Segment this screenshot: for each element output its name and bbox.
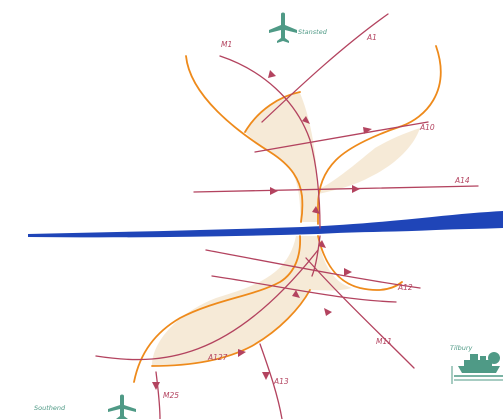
- road-a12-b: [211, 275, 397, 303]
- corridor-edge-lower-right: [317, 235, 403, 291]
- route-label-bottom-center: A13: [273, 377, 289, 386]
- road-arrow: [270, 187, 278, 195]
- place-label-port: Tilbury: [450, 344, 473, 352]
- road-m11: [305, 257, 415, 369]
- corridor-edge-upper-right: [317, 45, 442, 225]
- place-label-bottom-airport: Southend: [34, 404, 66, 412]
- road-arrow: [324, 308, 332, 316]
- place-label-top-airport: Stansted: [298, 28, 328, 36]
- road-arrow: [312, 206, 320, 214]
- road-a10: [254, 121, 429, 153]
- road-m1: [219, 55, 321, 229]
- road-arrow: [352, 185, 360, 193]
- road-a12: [205, 249, 421, 289]
- road-arrow: [302, 116, 310, 124]
- road-arrow: [152, 382, 160, 390]
- road-a13: [259, 343, 283, 419]
- road-m25-spur: [311, 235, 321, 277]
- route-label-lower-right: A12: [397, 283, 413, 292]
- route-label-top-right: A1: [366, 33, 377, 42]
- road-arrow: [344, 268, 352, 276]
- route-label-mid-right: A14: [454, 176, 470, 185]
- road-a14: [193, 185, 479, 193]
- road-m25: [155, 371, 161, 419]
- road-arrow: [268, 70, 276, 78]
- ship-icon: [451, 352, 503, 384]
- route-label-lower-center: M11: [376, 337, 392, 346]
- road-a127: [95, 249, 319, 361]
- corridor-edge-lower-inner: [151, 289, 311, 367]
- road-arrow: [238, 349, 246, 357]
- corridor-edge-inner: [244, 91, 301, 133]
- route-label-upper-right: A10: [419, 123, 435, 132]
- route-label-bottom-left: M25: [163, 391, 179, 400]
- road-arrow: [262, 372, 270, 380]
- route-label-top-left: M1: [221, 40, 232, 49]
- corridor-edge-upper-left: [185, 55, 304, 223]
- road-arrow: [363, 127, 372, 134]
- road-arrow: [292, 290, 300, 298]
- road-a1: [261, 13, 389, 123]
- airplane-icon: [108, 394, 136, 419]
- route-label-lower-left: A127: [207, 353, 228, 362]
- road-arrow: [318, 240, 326, 248]
- airplane-icon: [269, 12, 297, 43]
- river: [28, 211, 503, 238]
- corridor-zone-upper: [245, 93, 420, 222]
